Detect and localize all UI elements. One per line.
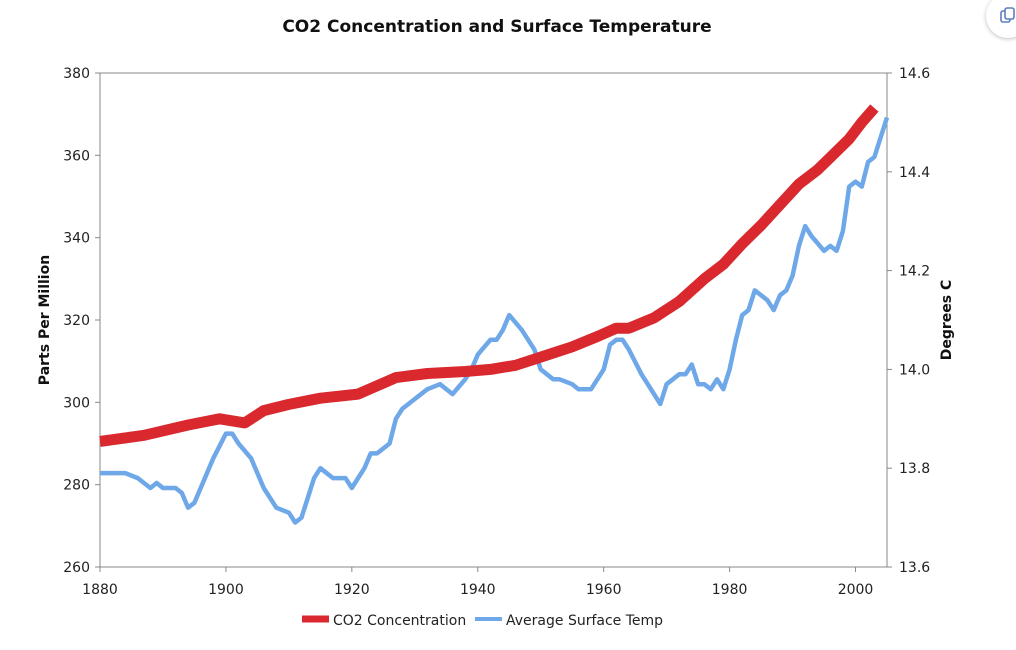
plot-area-frame [99,72,888,568]
y-axis-label: Parts Per Million [37,255,53,385]
x-tick-label: 1920 [334,582,370,598]
chart-title: CO2 Concentration and Surface Temperatur… [282,17,711,37]
x-tick-label: 1980 [712,582,748,598]
y-tick-label: 340 [63,231,90,247]
y-tick-label: 260 [63,560,90,576]
x-tick-label: 1900 [208,582,244,598]
y-tick-label: 300 [63,395,90,411]
legend[interactable]: CO2 Concentration Average Surface Temp [302,613,663,629]
y-tick-label: 380 [63,66,90,82]
y2-tick-label: 13.6 [899,560,930,576]
y-tick-label: 280 [63,478,90,494]
y2-tick-label: 14.0 [899,362,930,378]
y-tick-label: 320 [63,313,90,329]
legend-item[interactable]: Average Surface Temp [475,613,663,629]
temperature-series-line [100,116,890,525]
axis-ticks: 1880 1900 1920 1940 1960 1980 2000 260 280 300 320… [63,66,930,598]
copy-icon [1000,7,1015,23]
y2-tick-label: 14.2 [899,264,930,280]
legend-label: CO2 Concentration [333,613,466,629]
x-tick-label: 2000 [838,582,874,598]
y2-axis-label: Degrees C [939,280,955,361]
y2-tick-label: 13.8 [899,461,930,477]
x-tick-label: 1960 [586,582,622,598]
y2-tick-label: 14.6 [899,66,930,82]
series-layer [99,104,890,525]
co2-series-line [99,104,879,447]
legend-item[interactable]: CO2 Concentration [302,613,466,629]
y-tick-label: 360 [63,148,90,164]
x-tick-label: 1880 [82,582,118,598]
x-tick-label: 1940 [460,582,496,598]
y2-tick-label: 14.4 [899,165,930,181]
legend-label: Average Surface Temp [506,613,663,629]
